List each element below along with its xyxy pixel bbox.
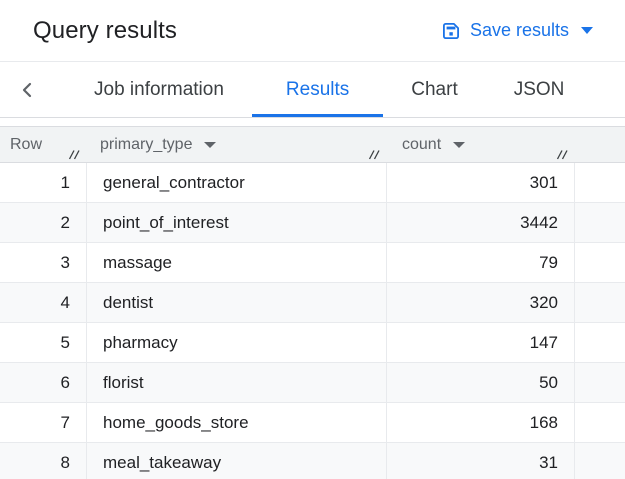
cell-row-number: 8 <box>60 452 70 472</box>
column-header-filler <box>574 127 625 162</box>
cell-filler <box>574 283 625 322</box>
cell-row-number: 2 <box>60 212 70 232</box>
table-row: 3 massage 79 <box>0 243 625 283</box>
table-body: 1 general_contractor 301 2 point_of_inte… <box>0 163 625 479</box>
tab-results[interactable]: Results <box>251 62 384 117</box>
table-row: 2 point_of_interest 3442 <box>0 203 625 243</box>
table-header-row: Row primary_type <box>0 126 625 163</box>
table-row: 4 dentist 320 <box>0 283 625 323</box>
cell-filler <box>574 403 625 442</box>
column-label-primary-type: primary_type <box>100 135 193 153</box>
table-row: 1 general_contractor 301 <box>0 163 625 203</box>
column-header-count: count <box>386 127 574 162</box>
table-row: 5 pharmacy 147 <box>0 323 625 363</box>
cell-primary-type: general_contractor <box>86 163 386 202</box>
cell-primary-type: pharmacy <box>86 323 386 362</box>
column-header-primary-type: primary_type <box>86 127 386 162</box>
cell-filler <box>574 203 625 242</box>
cell-primary-type: home_goods_store <box>86 403 386 442</box>
results-tabbar: Job information Results Chart JSON <box>0 62 625 118</box>
cell-filler <box>574 363 625 402</box>
column-label-row: Row <box>10 135 43 153</box>
cell-filler <box>574 443 625 479</box>
cell-primary-type: massage <box>86 243 386 282</box>
save-dropdown-caret-icon <box>581 27 593 34</box>
table-row: 6 florist 50 <box>0 363 625 403</box>
results-table: Row primary_type <box>0 126 625 479</box>
cell-primary-type: point_of_interest <box>86 203 386 242</box>
cell-row-number: 4 <box>60 292 70 312</box>
cell-count: 147 <box>386 323 574 362</box>
column-menu-caret-icon[interactable] <box>204 141 217 148</box>
save-results-button[interactable]: Save results <box>439 16 595 45</box>
cell-row-number: 7 <box>60 412 70 432</box>
cell-count: 3442 <box>386 203 574 242</box>
cell-row-number: 6 <box>60 372 70 392</box>
column-resize-handle[interactable] <box>368 148 381 160</box>
save-results-label: Save results <box>469 20 569 40</box>
column-resize-handle[interactable] <box>68 148 81 160</box>
cell-count: 79 <box>386 243 574 282</box>
cell-filler <box>574 243 625 282</box>
cell-primary-type: meal_takeaway <box>86 443 386 479</box>
save-floppy-icon <box>441 21 461 41</box>
table-row: 8 meal_takeaway 31 <box>0 443 625 479</box>
cell-count: 50 <box>386 363 574 402</box>
tabs-scroll-left-button[interactable] <box>12 62 42 117</box>
page-title: Query results <box>33 16 178 44</box>
cell-count: 301 <box>386 163 574 202</box>
tab-chart[interactable]: Chart <box>383 62 485 117</box>
cell-count: 320 <box>386 283 574 322</box>
chevron-left-icon <box>19 81 35 99</box>
cell-count: 168 <box>386 403 574 442</box>
cell-row-number: 1 <box>60 172 70 192</box>
column-resize-handle[interactable] <box>556 148 569 160</box>
tab-job-information[interactable]: Job information <box>66 62 252 117</box>
cell-filler <box>574 163 625 202</box>
tab-json[interactable]: JSON <box>486 62 593 117</box>
cell-row-number: 3 <box>60 252 70 272</box>
cell-filler <box>574 323 625 362</box>
cell-row-number: 5 <box>60 332 70 352</box>
column-header-row: Row <box>0 127 86 162</box>
cell-primary-type: dentist <box>86 283 386 322</box>
panel-header: Query results Save results <box>0 0 625 62</box>
column-menu-caret-icon[interactable] <box>453 141 466 148</box>
table-row: 7 home_goods_store 168 <box>0 403 625 443</box>
cell-count: 31 <box>386 443 574 479</box>
cell-primary-type: florist <box>86 363 386 402</box>
column-label-count: count <box>402 135 442 153</box>
